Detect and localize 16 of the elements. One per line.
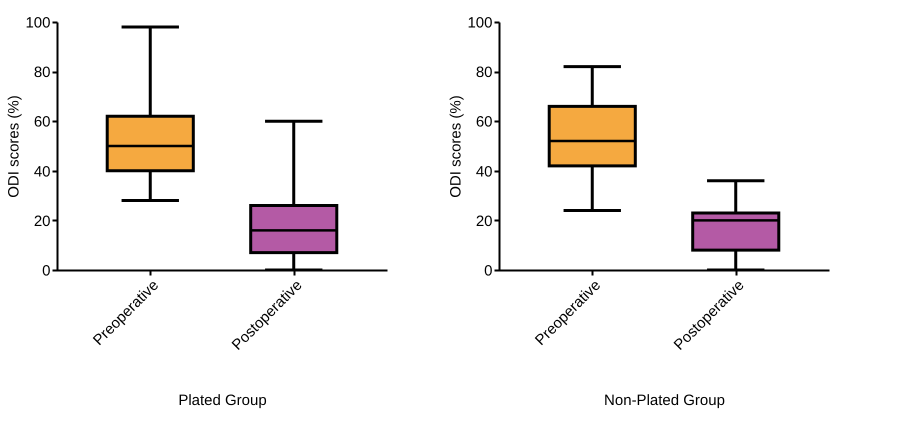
y-tick-label: 20: [476, 212, 492, 230]
y-tick-label: 40: [34, 163, 50, 180]
y-tick-label: 0: [42, 262, 50, 280]
x-axis-title: Plated Group: [178, 392, 267, 409]
y-tick-label: 60: [34, 114, 50, 131]
y-tick-label: 80: [34, 64, 50, 82]
y-tick-label: 60: [476, 114, 492, 131]
y-tick-label: 100: [467, 14, 492, 32]
y-axis-title: ODI scores (%): [5, 95, 22, 198]
y-axis-title: ODI scores (%): [447, 95, 464, 198]
y-tick-label: 100: [25, 14, 50, 32]
y-tick-label: 20: [34, 212, 50, 230]
y-tick-label: 40: [476, 163, 492, 180]
y-tick-label: 80: [476, 64, 492, 82]
x-axis-title: Non-Plated Group: [604, 392, 725, 409]
y-tick-label: 0: [484, 262, 492, 280]
